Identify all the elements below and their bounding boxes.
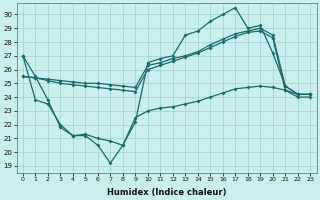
X-axis label: Humidex (Indice chaleur): Humidex (Indice chaleur) — [107, 188, 226, 197]
